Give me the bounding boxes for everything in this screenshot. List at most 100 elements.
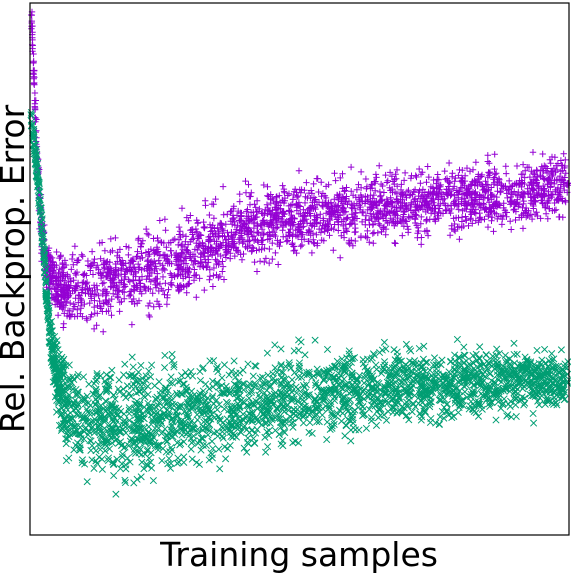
data-point: [472, 210, 479, 217]
data-point: [187, 212, 194, 219]
data-point: [265, 207, 272, 214]
data-point: [377, 180, 385, 188]
data-point: [353, 186, 361, 193]
data-point: [116, 308, 123, 315]
data-point: [233, 212, 241, 219]
data-point: [324, 220, 331, 227]
data-point: [488, 184, 495, 191]
data-point: [201, 224, 208, 232]
data-point: [497, 189, 504, 196]
data-point: [372, 187, 379, 194]
data-point: [299, 213, 306, 220]
data-point: [195, 243, 203, 250]
data-point: [253, 268, 261, 275]
data-point: [414, 234, 421, 241]
data-point: [175, 265, 182, 272]
data-point: [558, 162, 565, 169]
data-point: [162, 227, 169, 234]
data-point: [107, 235, 114, 243]
data-point: [295, 210, 303, 218]
data-point: [202, 246, 209, 253]
data-point: [345, 239, 352, 247]
data-point: [83, 280, 90, 287]
data-point: [337, 254, 344, 261]
data-point: [289, 231, 297, 238]
data-point: [107, 283, 114, 291]
data-point: [484, 223, 492, 231]
data-point: [121, 295, 128, 302]
data-point: [386, 184, 393, 191]
data-point: [377, 210, 384, 217]
data-point: [266, 232, 274, 239]
data-point: [220, 276, 228, 283]
data-point: [188, 236, 196, 243]
data-point: [272, 249, 279, 257]
data-point: [418, 241, 425, 248]
data-point: [91, 291, 98, 298]
data-point: [429, 205, 436, 212]
data-point: [287, 202, 294, 209]
data-point: [74, 282, 81, 289]
data-point: [309, 199, 316, 206]
data-point: [259, 217, 266, 225]
data-point: [73, 268, 81, 276]
data-point: [391, 204, 399, 211]
data-point: [269, 239, 276, 247]
data-point: [221, 233, 228, 240]
data-point: [369, 195, 376, 202]
data-point: [418, 202, 425, 209]
data-point: [458, 184, 466, 191]
data-point: [474, 182, 481, 190]
data-point: [60, 320, 67, 327]
data-point: [540, 175, 547, 182]
data-point: [419, 191, 427, 199]
data-point: [373, 174, 380, 181]
data-point: [556, 172, 564, 180]
data-point: [272, 206, 279, 213]
data-point: [212, 195, 219, 203]
data-point: [178, 205, 186, 212]
data-point: [73, 259, 81, 266]
data-point: [445, 178, 453, 186]
data-point: [30, 71, 37, 78]
data-point: [273, 211, 280, 218]
data-point: [200, 249, 207, 257]
data-point: [201, 286, 208, 294]
data-point: [277, 205, 284, 212]
data-point: [112, 234, 119, 242]
data-point: [339, 170, 346, 177]
data-point: [553, 166, 561, 174]
data-point: [322, 210, 330, 217]
data-point: [97, 270, 105, 278]
data-point: [427, 195, 435, 202]
data-point: [148, 258, 155, 265]
data-point: [502, 163, 509, 170]
data-point: [424, 163, 431, 170]
data-point: [219, 258, 226, 265]
data-point: [165, 286, 172, 293]
data-point: [125, 292, 133, 300]
data-point: [69, 251, 76, 258]
data-point: [183, 214, 190, 221]
data-point: [99, 280, 106, 287]
data-point: [513, 200, 520, 207]
data-point: [249, 247, 256, 254]
data-point: [519, 179, 526, 186]
data-point: [147, 246, 155, 253]
data-point: [403, 188, 411, 195]
data-point: [332, 201, 339, 209]
data-point: [359, 209, 366, 217]
data-point: [371, 178, 378, 185]
data-point: [146, 251, 153, 258]
data-point: [101, 286, 109, 293]
data-point: [154, 234, 161, 242]
data-point: [209, 283, 217, 290]
data-point: [248, 248, 255, 255]
data-point: [102, 273, 110, 281]
data-point: [96, 239, 103, 247]
data-point: [406, 192, 413, 199]
data-point: [410, 198, 418, 205]
data-point: [273, 204, 281, 212]
data-point: [217, 219, 224, 227]
data-point: [114, 287, 121, 295]
